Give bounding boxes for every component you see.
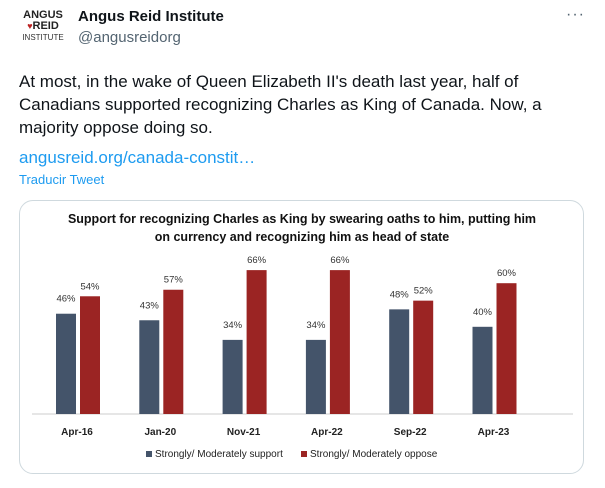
bar-support (472, 326, 493, 414)
logo-line2-text: REID (32, 20, 59, 32)
translate-tweet-link[interactable]: Traducir Tweet (19, 172, 105, 187)
data-label: 40% (473, 307, 493, 318)
bar-support (305, 339, 326, 414)
bar-support (389, 309, 410, 414)
author-handle[interactable]: @angusreidorg (78, 29, 181, 46)
bar-oppose (246, 270, 267, 414)
x-tick-label: Apr-23 (478, 427, 510, 438)
tweet-link[interactable]: angusreid.org/canada-constit… (19, 148, 256, 167)
tweet-text: At most, in the wake of Queen Elizabeth … (19, 72, 542, 137)
bar-oppose (413, 300, 434, 414)
legend-label-oppose: Strongly/ Moderately oppose (310, 449, 438, 460)
bar-oppose (163, 289, 184, 414)
bar-support (222, 339, 243, 414)
x-tick-label: Jan-20 (144, 427, 176, 438)
data-label: 34% (223, 320, 243, 331)
data-label: 54% (80, 281, 100, 292)
angus-reid-logo[interactable]: ANGUS ♥REID INSTITUTE (20, 10, 66, 43)
x-tick-label: Sep-22 (394, 427, 427, 438)
data-label: 43% (140, 300, 160, 311)
legend-swatch-oppose (301, 451, 307, 457)
legend-label-support: Strongly/ Moderately support (155, 449, 283, 460)
data-label: 66% (247, 255, 267, 266)
data-label: 48% (390, 289, 410, 300)
data-label: 60% (497, 268, 517, 279)
maple-leaf-icon: ♥ (27, 21, 33, 31)
data-label: 66% (330, 255, 350, 266)
logo-line2: ♥REID (20, 21, 66, 32)
x-tick-label: Nov-21 (227, 427, 261, 438)
author-name[interactable]: Angus Reid Institute (78, 8, 224, 25)
bar-chart: Support for recognizing Charles as King … (32, 212, 573, 460)
data-label: 46% (56, 294, 76, 305)
bar-support (56, 313, 76, 414)
logo-line1: ANGUS (23, 9, 63, 21)
logo-line3: INSTITUTE (22, 33, 64, 42)
ellipsis-icon[interactable]: ··· (566, 6, 585, 23)
legend-swatch-support (146, 451, 152, 457)
bar-oppose (80, 296, 100, 414)
x-tick-label: Apr-16 (61, 427, 93, 438)
data-label: 34% (306, 320, 326, 331)
bar-oppose (329, 270, 350, 414)
chart-title-line2: on currency and recognizing him as head … (155, 230, 450, 244)
data-label: 52% (414, 286, 434, 297)
data-label: 57% (164, 275, 184, 286)
bar-support (139, 320, 160, 414)
chart-image[interactable]: Support for recognizing Charles as King … (19, 200, 584, 474)
chart-title-line1: Support for recognizing Charles as King … (68, 212, 536, 226)
bar-oppose (496, 283, 517, 414)
x-tick-label: Apr-22 (311, 427, 343, 438)
